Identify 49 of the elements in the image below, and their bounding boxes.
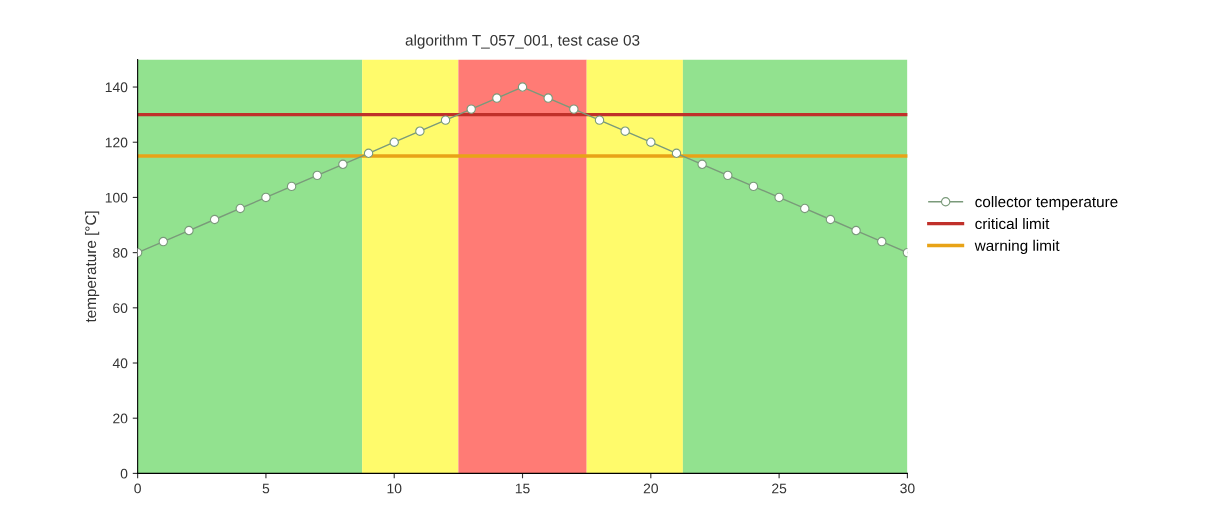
point	[466, 104, 476, 114]
point	[261, 192, 271, 203]
x-tick-label: 15	[515, 483, 530, 494]
point	[389, 137, 399, 147]
point	[517, 82, 528, 92]
x-tick-label: 10	[387, 483, 402, 494]
point	[723, 170, 733, 181]
point	[184, 225, 194, 236]
point	[543, 93, 553, 103]
x-tick-label: 0	[134, 483, 141, 494]
y-tick-label: 0	[120, 468, 128, 479]
y-tick-label: 80	[113, 247, 128, 258]
point	[569, 104, 579, 114]
y-tick-label: 100	[105, 192, 128, 203]
point	[620, 126, 630, 136]
y-tick-label: 20	[113, 413, 128, 424]
y-tick-label: 60	[113, 303, 128, 313]
point	[312, 170, 322, 181]
y-tick-label: 120	[105, 137, 128, 148]
point	[697, 159, 707, 170]
y-axis-title: temperature [°C]	[84, 211, 100, 323]
point	[286, 181, 297, 192]
point	[646, 137, 656, 147]
point	[363, 148, 374, 158]
y-tick-label: 140	[105, 82, 128, 93]
point	[748, 181, 759, 192]
point	[594, 115, 605, 125]
x-tick-label: 30	[900, 483, 915, 494]
legend-label: warning limit	[974, 239, 1060, 255]
x-tick-label: 25	[772, 483, 787, 494]
chart-title: algorithm T_057_001, test case 03	[405, 34, 640, 49]
point	[209, 214, 220, 225]
point	[800, 203, 810, 214]
point	[338, 159, 348, 170]
legend-label: critical limit	[975, 217, 1050, 230]
x-tick-label: 20	[643, 483, 658, 494]
point	[774, 192, 784, 203]
point	[825, 214, 836, 225]
point	[415, 126, 425, 136]
y-tick-label: 40	[112, 358, 128, 369]
point	[851, 225, 861, 236]
point	[492, 93, 502, 103]
point	[671, 148, 682, 158]
point	[877, 236, 887, 247]
point	[235, 203, 245, 214]
legend-label: collector temperature	[975, 196, 1118, 211]
point	[158, 236, 169, 247]
point	[440, 115, 451, 125]
x-tick-label: 5	[262, 483, 270, 494]
